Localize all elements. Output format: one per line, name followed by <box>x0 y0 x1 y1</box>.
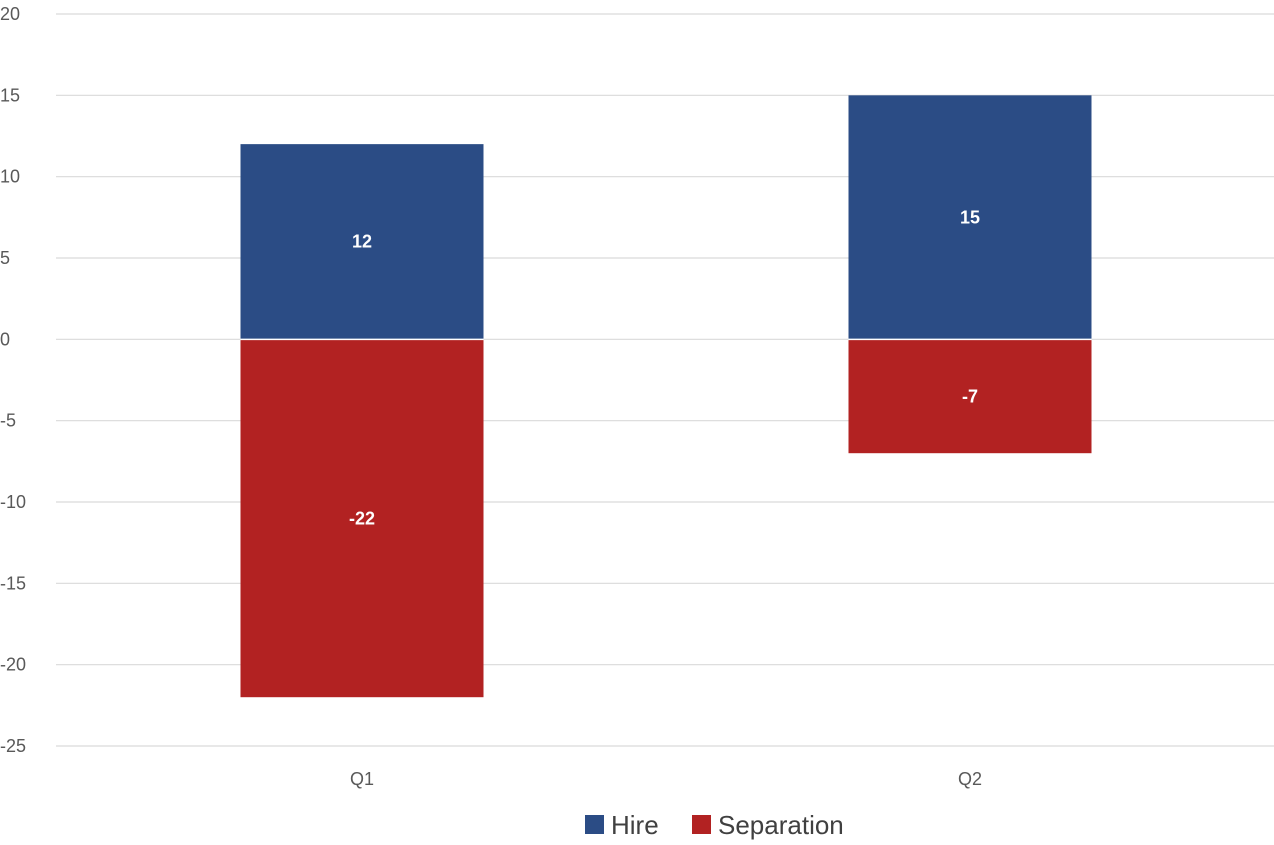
y-tick-label: 0 <box>0 329 10 349</box>
x-category-label: Q2 <box>958 769 982 789</box>
legend-swatch-separation <box>692 815 711 834</box>
bar-separation-q1 <box>240 339 484 698</box>
data-label-separation-q2: -7 <box>962 386 978 406</box>
bar-hire-q2 <box>848 95 1092 340</box>
y-tick-label: 15 <box>0 85 20 105</box>
x-axis-category-labels: Q1 Q2 <box>350 769 982 789</box>
data-label-separation-q1: -22 <box>349 508 375 528</box>
bar-hire-q1 <box>240 144 484 340</box>
bars <box>240 95 1092 698</box>
legend-label-hire: Hire <box>611 810 659 840</box>
y-tick-label: -25 <box>0 736 26 756</box>
y-tick-label: -15 <box>0 573 26 593</box>
data-label-hire-q2: 15 <box>960 207 980 227</box>
legend-swatch-hire <box>585 815 604 834</box>
y-tick-label: -20 <box>0 655 26 675</box>
bar-separation-q2 <box>848 339 1092 454</box>
y-tick-label: -5 <box>0 411 16 431</box>
data-label-hire-q1: 12 <box>352 232 372 252</box>
x-category-label: Q1 <box>350 769 374 789</box>
y-axis-tick-labels: 20 15 10 5 0 -5 -10 -15 -20 -25 <box>0 4 26 756</box>
y-tick-label: -10 <box>0 492 26 512</box>
y-tick-label: 10 <box>0 167 20 187</box>
y-tick-label: 5 <box>0 248 10 268</box>
legend: Hire Separation <box>585 810 844 840</box>
data-labels: 12 -22 15 -7 <box>349 207 980 528</box>
legend-label-separation: Separation <box>718 810 844 840</box>
y-tick-label: 20 <box>0 4 20 24</box>
